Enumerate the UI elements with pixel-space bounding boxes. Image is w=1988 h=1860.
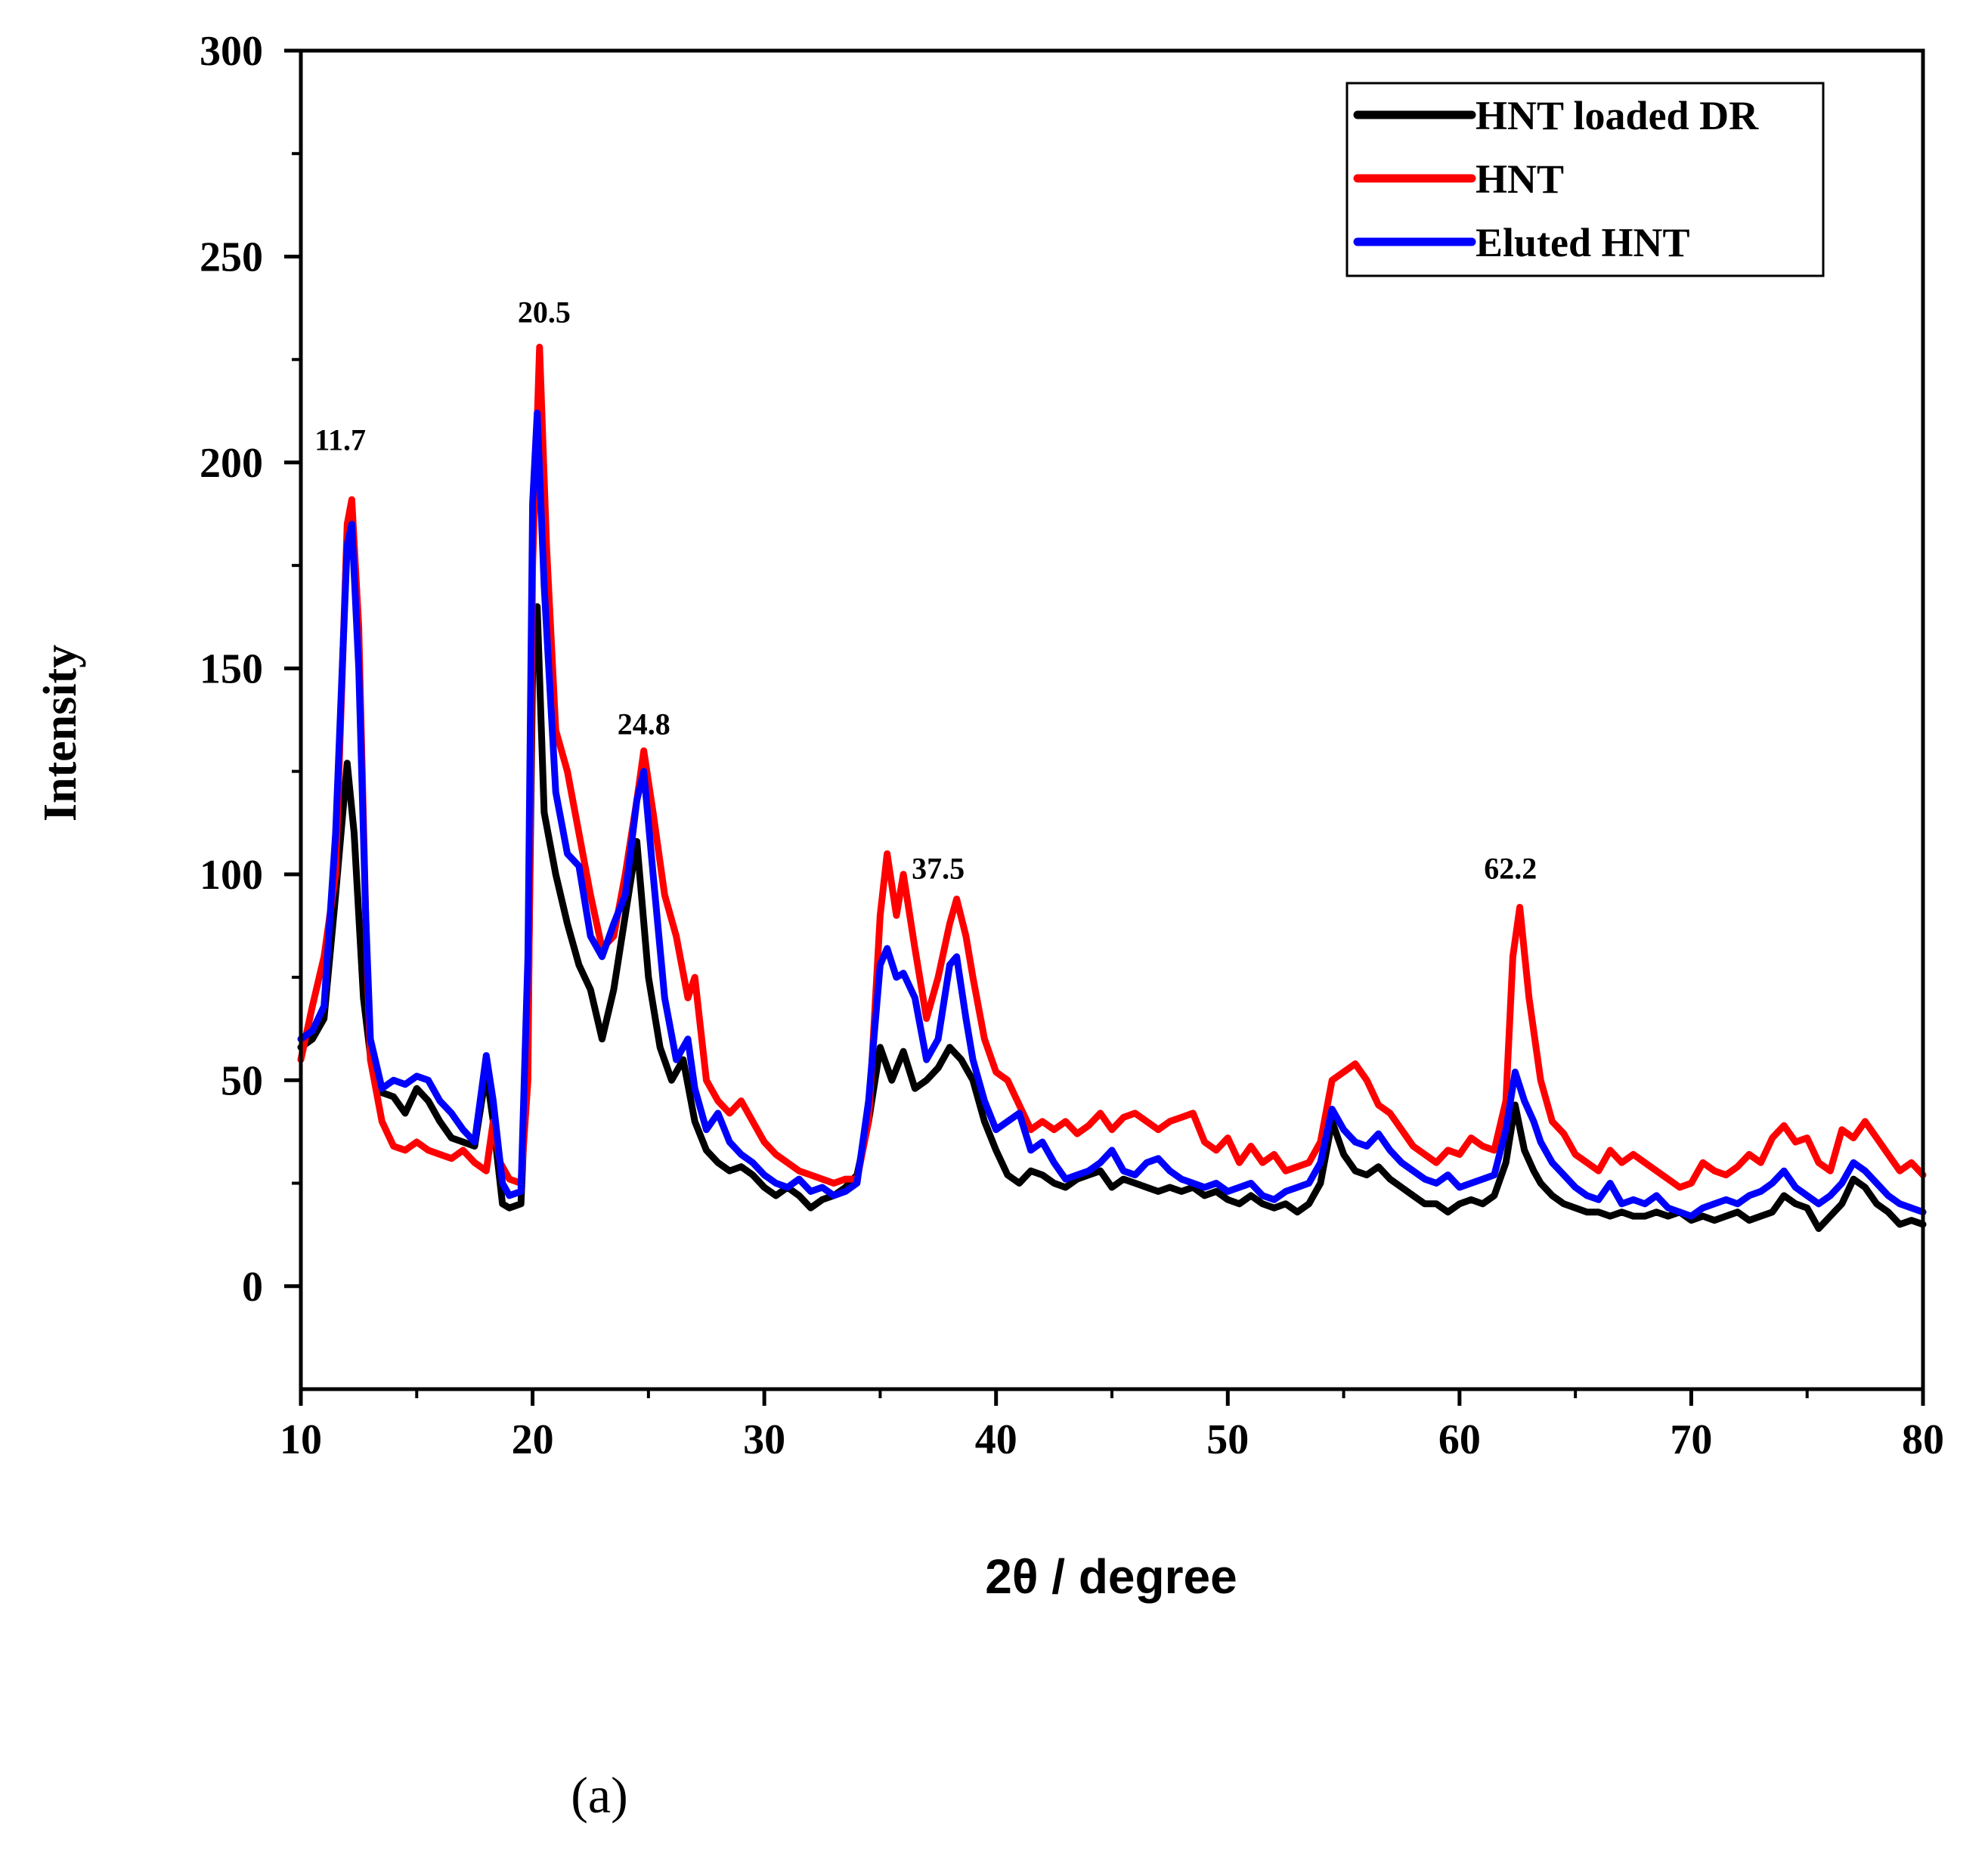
peak-label: 24.8: [618, 707, 670, 741]
panel-label: (a): [571, 1766, 627, 1824]
legend-label: Eluted HNT: [1476, 220, 1690, 265]
series-line-hnt: [297, 343, 1927, 1191]
x-tick-label: 10: [280, 1416, 322, 1463]
x-axis-label: 2θ / degree: [985, 1549, 1237, 1604]
x-tick-label: 70: [1670, 1416, 1712, 1463]
x-tick-label: 50: [1206, 1416, 1249, 1463]
y-tick-label: 250: [200, 234, 263, 280]
y-tick-label: 200: [200, 440, 263, 487]
x-tick-label: 40: [975, 1416, 1017, 1463]
y-tick-labels: 0 50 100 150 200 250 300: [200, 28, 263, 1311]
legend: HNT loaded DR HNT Eluted HNT: [1345, 82, 1825, 277]
plot-frame: [299, 48, 1925, 1391]
peak-label: 20.5: [518, 296, 571, 330]
peak-label: 11.7: [314, 423, 366, 457]
peak-annotations: 11.7 20.5 24.8 37.5 62.2: [314, 296, 1537, 886]
x-tick-label: 60: [1438, 1416, 1481, 1463]
series-layer: [297, 343, 1927, 1232]
x-tick-label: 20: [512, 1416, 554, 1463]
series-line-eluted-hnt: [297, 410, 1927, 1220]
y-tick-label: 150: [200, 645, 263, 692]
y-axis-label: Intensity: [35, 645, 86, 822]
y-tick-label: 100: [200, 852, 263, 899]
series-line-hnt-loaded-dr: [297, 603, 1927, 1232]
legend-label: HNT loaded DR: [1476, 93, 1759, 138]
y-tick-label: 300: [200, 28, 263, 75]
y-tick-label: 50: [221, 1057, 263, 1104]
peak-label: 62.2: [1484, 851, 1537, 885]
peak-label: 37.5: [912, 851, 965, 885]
x-tick-labels: 10 20 30 40 50 60 70 80: [280, 1416, 1944, 1463]
x-tick-label: 80: [1902, 1416, 1944, 1463]
x-tick-label: 30: [743, 1416, 785, 1463]
legend-label: HNT: [1476, 156, 1564, 202]
y-tick-label: 0: [242, 1264, 263, 1311]
